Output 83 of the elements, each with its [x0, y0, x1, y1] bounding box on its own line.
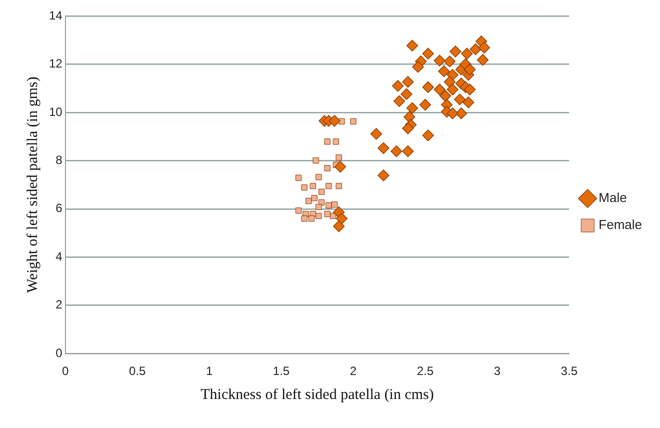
point [464, 64, 476, 76]
point [311, 194, 318, 202]
point [400, 88, 412, 100]
point [412, 61, 424, 73]
point [326, 182, 332, 190]
point [402, 122, 414, 134]
y-tick-label: 12 [48, 56, 63, 71]
x-tick-label: 1.5 [272, 364, 290, 378]
x-tick-label: 2.5 [416, 364, 434, 378]
point [332, 138, 340, 145]
x-axis-title: Thickness of left sided patella (in cms) [200, 386, 434, 403]
point [462, 96, 474, 108]
y-tick-label: 0 [56, 346, 63, 360]
point [419, 98, 432, 111]
point [454, 94, 466, 106]
point [324, 138, 330, 145]
point [324, 165, 330, 172]
point [438, 65, 450, 78]
point [328, 115, 340, 127]
point [301, 215, 308, 222]
point [338, 118, 345, 124]
y-tick-label: 6 [56, 201, 63, 216]
y-tick-label: 8 [56, 153, 63, 167]
point [336, 212, 348, 224]
point [470, 43, 482, 56]
point [310, 182, 316, 190]
point [378, 142, 390, 154]
point [434, 54, 446, 66]
point [336, 182, 342, 190]
point [461, 48, 473, 60]
y-tick-label: 14 [48, 8, 63, 22]
x-tick-label: 3.5 [560, 364, 578, 378]
point [312, 157, 319, 164]
point [478, 42, 490, 54]
point [455, 108, 468, 120]
x-tick-label: 0.5 [128, 364, 146, 378]
point [324, 210, 330, 218]
point [434, 84, 446, 96]
point [332, 220, 345, 232]
point [316, 212, 322, 219]
point [406, 102, 418, 114]
x-tick-label: 2 [350, 364, 357, 378]
point [326, 202, 332, 208]
y-tick-label: 10 [48, 104, 63, 119]
point [440, 90, 452, 102]
point [402, 145, 414, 158]
y-axis-title: Weight of left sided patella (in gms) [24, 76, 41, 293]
point [295, 174, 302, 181]
point [390, 145, 402, 158]
point [393, 95, 406, 107]
point [331, 201, 338, 208]
point [392, 80, 404, 92]
point [370, 128, 382, 140]
point [422, 81, 434, 93]
legend-label: Male [598, 190, 627, 206]
point [334, 160, 346, 173]
point [308, 215, 315, 222]
point [450, 46, 462, 58]
x-tick-label: 3 [494, 364, 501, 378]
point [404, 111, 416, 123]
x-tick-label: 1 [206, 364, 213, 378]
point [464, 84, 476, 96]
point [476, 54, 489, 66]
point [316, 204, 322, 210]
point [350, 118, 356, 124]
point [295, 208, 302, 214]
y-tick-label: 4 [56, 249, 63, 264]
point [402, 76, 414, 88]
point [444, 76, 456, 88]
legend-label: Female [598, 217, 642, 232]
point [446, 84, 458, 96]
point [422, 130, 434, 142]
point [316, 174, 322, 180]
point [444, 55, 456, 68]
point [446, 108, 458, 120]
point [318, 188, 325, 195]
point [336, 154, 342, 161]
point [301, 184, 308, 191]
y-tick-label: 2 [56, 298, 63, 312]
point [306, 198, 312, 204]
point [422, 48, 434, 60]
point [378, 170, 390, 182]
point [406, 40, 418, 52]
